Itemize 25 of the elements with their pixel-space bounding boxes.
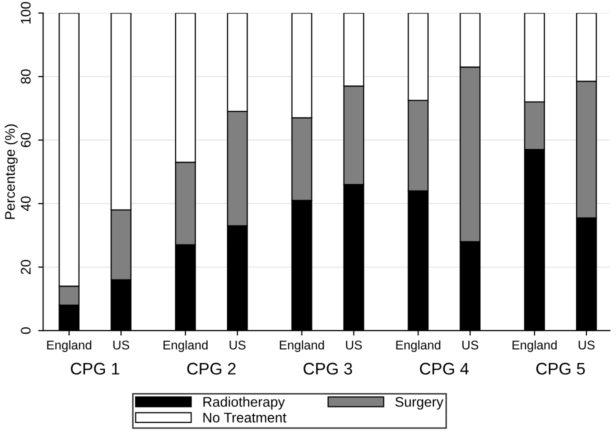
text: CPG 4: [420, 362, 469, 375]
x-tick-label: US: [113, 340, 130, 350]
y-tick-label: 20: [20, 260, 31, 274]
text: CPG 2: [187, 362, 236, 375]
legend-label: Surgery: [395, 396, 444, 410]
y-tick-label: 80: [20, 69, 31, 84]
x-tick-label: England: [164, 340, 208, 352]
x-tick-label: England: [396, 340, 440, 352]
y-tick-label: 40: [20, 196, 31, 211]
x-tick-label: US: [578, 340, 595, 350]
y-tick-label: 0: [20, 327, 31, 334]
text: CPG 1: [70, 362, 120, 375]
text: CPG 3: [304, 362, 352, 375]
text: CPG 5: [536, 362, 585, 375]
x-tick-label: England: [280, 340, 324, 352]
y-tick-label: 100: [20, 2, 31, 24]
x-tick-label: US: [462, 340, 478, 350]
legend-label: No Treatment: [203, 412, 286, 423]
x-tick-label: US: [346, 340, 362, 350]
y-tick-label: 60: [20, 132, 31, 148]
x-tick-label: England: [47, 340, 92, 352]
y-axis-title: Percentage (%): [4, 124, 18, 219]
legend-label: Radiotherapy: [203, 396, 285, 410]
x-tick-label: England: [512, 340, 557, 352]
x-tick-label: US: [230, 340, 246, 350]
